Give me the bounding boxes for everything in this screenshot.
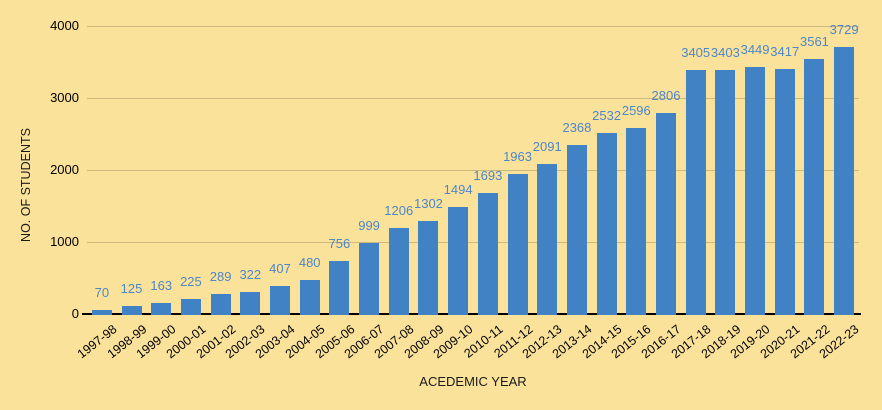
bar (507, 173, 528, 315)
bar-value-label: 1963 (503, 148, 532, 164)
y-axis-tick-label: 3000 (50, 90, 79, 105)
bar-value-label: 1494 (443, 182, 473, 198)
bar-value-label: 999 (358, 218, 380, 234)
bar-value-label: 163 (150, 278, 173, 294)
bar (240, 291, 261, 315)
x-axis-title: ACEDEMIC YEAR (419, 374, 527, 389)
plot-area: 70 125 163 225 289 322 407 480 756 999 1206 1302 149… (87, 22, 859, 315)
bar-value-label: 3403 (710, 44, 740, 60)
bar (299, 280, 320, 315)
bar (91, 309, 112, 315)
bar-value-label: 322 (239, 266, 262, 282)
bar (566, 144, 587, 315)
bar (448, 207, 469, 315)
x-axis-line (82, 313, 861, 315)
bar-value-label: 3417 (770, 43, 800, 59)
bar (477, 193, 498, 315)
bar-value-label: 2806 (651, 87, 681, 103)
bar-value-label: 1693 (473, 168, 503, 184)
bar-value-label: 125 (120, 281, 143, 296)
bar-value-label: 407 (269, 260, 291, 276)
bar-value-label: 3729 (829, 21, 859, 37)
bar (804, 58, 825, 315)
y-axis-tick-label: 4000 (50, 18, 79, 33)
bar-value-label: 756 (328, 235, 351, 251)
bar (626, 128, 647, 315)
bar (388, 228, 409, 315)
bar (418, 221, 439, 315)
bar (270, 285, 290, 315)
bar-value-label: 1206 (384, 203, 414, 219)
y-axis-tick-label: 0 (71, 306, 79, 321)
bar-value-label: 2532 (592, 107, 622, 123)
bar-value-label: 70 (94, 284, 110, 300)
bar (596, 132, 617, 315)
bar (656, 112, 676, 315)
bar (210, 294, 231, 315)
gridline (87, 25, 859, 27)
bar (834, 46, 855, 315)
gridline (87, 241, 859, 243)
bar-value-label: 289 (209, 269, 232, 285)
bar (745, 66, 766, 315)
bar-value-label: 2091 (532, 139, 562, 155)
bar-value-label: 2368 (562, 119, 592, 135)
bar-value-label: 225 (180, 273, 202, 289)
gridline (87, 169, 859, 171)
bar (180, 298, 201, 315)
bar-value-label: 3561 (799, 33, 829, 49)
bar-value-label: 2596 (621, 103, 651, 119)
bar-value-label: 1302 (413, 196, 443, 212)
bar (121, 306, 142, 315)
bar-value-label: 3405 (681, 44, 711, 60)
bar (359, 243, 380, 315)
bar (537, 164, 558, 315)
gridline (87, 97, 859, 99)
bar-value-label: 3449 (740, 41, 770, 57)
bar-value-label: 480 (298, 255, 321, 271)
y-axis-tick-label: 2000 (50, 162, 79, 177)
bar (151, 303, 172, 315)
bar (715, 69, 736, 315)
bar (685, 69, 706, 315)
bar (329, 260, 350, 315)
y-axis-title-text: NO. OF STUDENTS (19, 128, 33, 242)
bar (774, 68, 795, 315)
y-axis-tick-label: 1000 (50, 234, 79, 249)
